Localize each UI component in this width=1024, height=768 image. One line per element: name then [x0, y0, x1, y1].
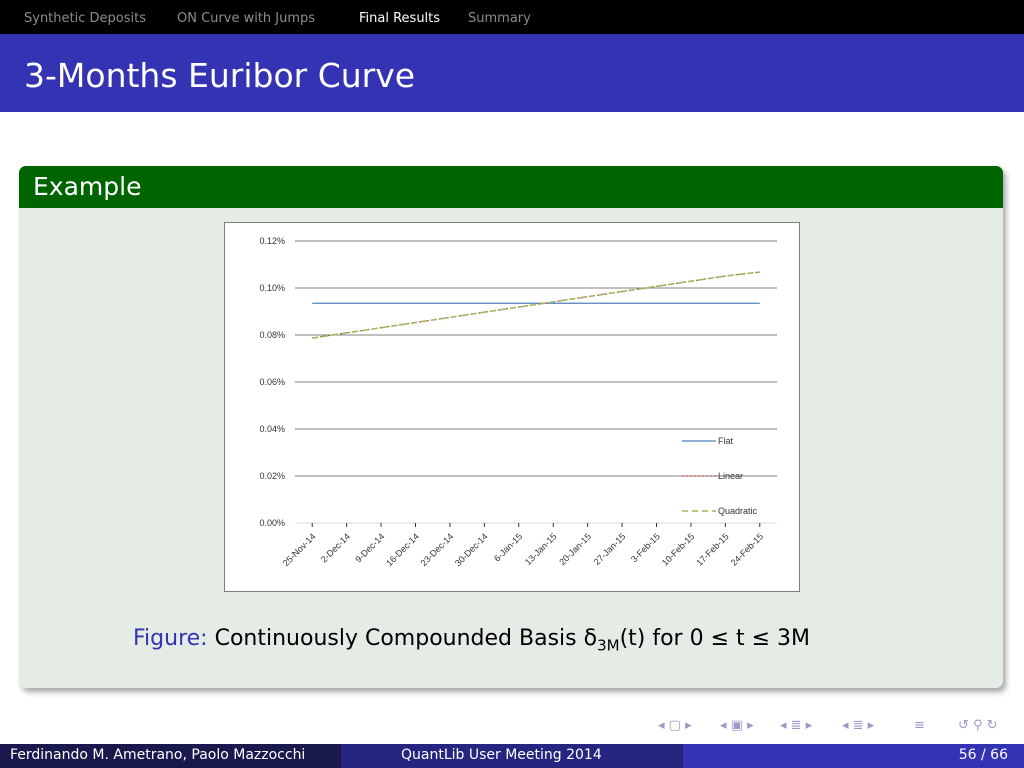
nav-align-icon[interactable]: ≡ — [914, 718, 925, 733]
footer-event: QuantLib User Meeting 2014 — [401, 747, 602, 763]
nav-section-synthetic-deposits[interactable]: Synthetic Deposits — [24, 11, 146, 26]
x-tick-label: 20-Jan-15 — [557, 531, 593, 567]
nav-section-icon[interactable]: ◂ ≣ ▸ — [780, 718, 813, 733]
example-block: Example 0.00% 0.02% 0.04% 0.06% 0.08% 0.10% 0.… — [19, 166, 1003, 688]
caption-subscript: 3M — [597, 636, 620, 655]
slide-title-bar: 3-Months Euribor Curve — [0, 34, 1024, 112]
footer-event-panel: QuantLib User Meeting 2014 — [341, 744, 683, 768]
nav-section-on-curve-with-jumps[interactable]: ON Curve with Jumps — [177, 11, 316, 26]
caption-label: Figure: — [133, 626, 208, 651]
x-tick-label: 10-Feb-15 — [660, 531, 696, 567]
x-tick-label: 6-Jan-15 — [492, 531, 524, 563]
legend-label-linear: Linear — [718, 471, 743, 481]
nav-section-final-results[interactable]: Final Results — [359, 11, 441, 26]
x-tick-label: 27-Jan-15 — [592, 531, 628, 567]
figure-caption: Figure: Continuously Compounded Basis δ3… — [133, 626, 810, 654]
y-tick-label: 0.12% — [259, 236, 285, 246]
nav-search-icon[interactable]: ↺ ⚲ ↻ — [958, 718, 998, 733]
x-tick-label: 13-Jan-15 — [523, 531, 559, 567]
slide-title: 3-Months Euribor Curve — [24, 56, 416, 95]
x-tick-label: 3-Feb-15 — [629, 531, 662, 564]
block-title: Example — [33, 172, 142, 201]
nav-frame-right-icon[interactable]: ◂ ≣ ▸ — [842, 718, 875, 733]
caption-tail: (t) for 0 ≤ t ≤ 3M — [619, 626, 811, 651]
beamer-navigation-symbols: ◂ ▢ ▸ ◂ ▣ ▸ ◂ ≣ ▸ ◂ ≣ ▸ ≡ ↺ ⚲ ↻ — [652, 718, 1024, 738]
y-tick-label: 0.06% — [259, 377, 285, 387]
footer-page-panel: 56 / 66 — [683, 744, 1024, 768]
series-line-linear — [312, 271, 760, 339]
y-tick-label: 0.00% — [259, 518, 285, 528]
x-tick-label: 9-Dec-14 — [353, 531, 386, 564]
line-chart: 0.00% 0.02% 0.04% 0.06% 0.08% 0.10% 0.12% 25-No… — [259, 236, 777, 568]
section-navigation: Synthetic Deposits ON Curve with Jumps F… — [0, 0, 1024, 34]
y-tick-label: 0.04% — [259, 424, 285, 434]
nav-section-summary[interactable]: Summary — [468, 11, 531, 26]
block-header: Example — [19, 166, 1003, 208]
footer-authors: Ferdinando M. Ametrano, Paolo Mazzocchi — [10, 747, 306, 763]
caption-text: Continuously Compounded Basis δ — [214, 626, 598, 651]
y-tick-label: 0.10% — [259, 283, 285, 293]
y-tick-label: 0.08% — [259, 330, 285, 340]
footer-authors-panel: Ferdinando M. Ametrano, Paolo Mazzocchi — [0, 744, 341, 768]
x-tick-label: 2-Dec-14 — [319, 531, 352, 564]
x-tick-label: 25-Nov-14 — [281, 531, 318, 568]
chart-figure: 0.00% 0.02% 0.04% 0.06% 0.08% 0.10% 0.12% 25-No… — [224, 222, 800, 592]
nav-subsection-icon[interactable]: ◂ ▣ ▸ — [720, 718, 754, 733]
legend-label-quadratic: Quadratic — [718, 506, 758, 516]
x-tick-label: 17-Feb-15 — [694, 531, 730, 567]
x-tick-label: 23-Dec-14 — [419, 531, 456, 568]
nav-frame-left-icon[interactable]: ◂ ▢ ▸ — [658, 718, 692, 733]
legend-label-flat: Flat — [718, 436, 734, 446]
y-tick-label: 0.02% — [259, 471, 285, 481]
series-line-quadratic — [312, 271, 760, 339]
x-tick-label: 24-Feb-15 — [729, 531, 765, 567]
x-tick-label: 30-Dec-14 — [453, 531, 490, 568]
footer-page-number: 56 / 66 — [958, 747, 1008, 763]
x-tick-label: 16-Dec-14 — [384, 531, 421, 568]
footer-bar: Ferdinando M. Ametrano, Paolo Mazzocchi … — [0, 744, 1024, 768]
